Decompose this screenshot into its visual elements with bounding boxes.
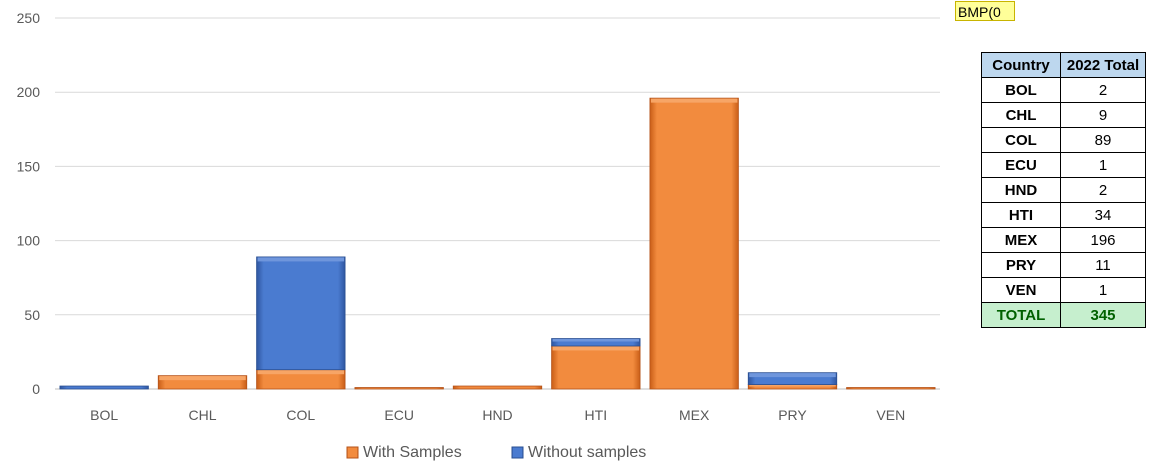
x-tick-label: VEN [876, 407, 905, 423]
row-country: ECU [981, 152, 1061, 178]
row-country: HND [981, 177, 1061, 203]
row-total: 89 [1060, 127, 1146, 153]
y-axis: 0 50 100 150 200 250 [17, 10, 41, 397]
x-axis: BOL CHL COL ECU HND HTI MEX PRY VEN [90, 407, 905, 423]
row-total: 34 [1060, 202, 1146, 228]
y-tick-label: 250 [17, 10, 41, 26]
bar-segment [649, 97, 739, 390]
bar-segment [256, 256, 346, 371]
y-tick-label: 150 [17, 158, 41, 174]
header-country: Country [981, 52, 1061, 78]
table-body: BOL 2 CHL 9 COL 89 ECU 1 HND 2 HTI 34 MEX 196 P… [981, 77, 1146, 328]
bar-highlight [159, 376, 246, 381]
y-tick-label: 200 [17, 84, 41, 100]
x-tick-label: ECU [384, 407, 414, 423]
total-value: 345 [1060, 302, 1146, 328]
row-country: BOL [981, 77, 1061, 103]
row-country: VEN [981, 277, 1061, 303]
gridlines [55, 17, 940, 390]
table-row: COL 89 [981, 127, 1146, 153]
y-tick-label: 100 [17, 233, 41, 249]
row-country: COL [981, 127, 1061, 153]
table-total-row: TOTAL 345 [981, 302, 1146, 328]
total-label: TOTAL [981, 302, 1061, 328]
row-country: CHL [981, 102, 1061, 128]
x-tick-label: COL [286, 407, 315, 423]
table-row: ECU 1 [981, 152, 1146, 178]
table-row: CHL 9 [981, 102, 1146, 128]
bar-segment [846, 387, 936, 390]
x-tick-label: HND [482, 407, 512, 423]
bars [59, 97, 936, 390]
table-row: HTI 34 [981, 202, 1146, 228]
legend-label: Without samples [528, 444, 646, 461]
row-total: 1 [1060, 152, 1146, 178]
table-row: MEX 196 [981, 227, 1146, 253]
legend: With Samples Without samples [346, 444, 646, 461]
table-header-row: Country 2022 Total [981, 52, 1146, 78]
table-row: VEN 1 [981, 277, 1146, 303]
x-tick-label: CHL [188, 407, 216, 423]
bar-segment [551, 338, 641, 347]
header-total: 2022 Total [1060, 52, 1146, 78]
bar-highlight [257, 257, 345, 262]
bar-highlight [257, 370, 345, 375]
cell-tag[interactable]: BMP(0 [955, 1, 1015, 21]
x-tick-label: BOL [90, 407, 118, 423]
bar-highlight [552, 346, 640, 351]
table-row: HND 2 [981, 177, 1146, 203]
legend-swatch [346, 446, 359, 459]
row-country: PRY [981, 252, 1061, 278]
bar-highlight [749, 385, 836, 387]
row-total: 11 [1060, 252, 1146, 278]
row-total: 196 [1060, 227, 1146, 253]
row-country: HTI [981, 202, 1061, 228]
bar-highlight [749, 373, 836, 378]
legend-label: With Samples [363, 444, 462, 461]
country-total-table: Country 2022 Total BOL 2 CHL 9 COL 89 ECU 1 … [981, 52, 1146, 328]
y-tick-label: 0 [32, 381, 40, 397]
bar-segment [59, 385, 149, 390]
row-country: MEX [981, 227, 1061, 253]
x-tick-label: HTI [585, 407, 608, 423]
legend-swatch [511, 446, 524, 459]
table-row: PRY 11 [981, 252, 1146, 278]
x-tick-label: PRY [778, 407, 807, 423]
x-tick-label: MEX [679, 407, 710, 423]
bar-highlight [650, 98, 738, 103]
bar-highlight [552, 339, 640, 342]
y-tick-label: 50 [24, 307, 40, 323]
row-total: 2 [1060, 177, 1146, 203]
bar-segment [551, 345, 641, 390]
row-total: 2 [1060, 77, 1146, 103]
stacked-bar-chart: 0 50 100 150 200 250 BOL CHL COL ECU HND HTI MEX PRY… [17, 10, 940, 461]
bar-segment [354, 387, 444, 390]
row-total: 1 [1060, 277, 1146, 303]
table-row: BOL 2 [981, 77, 1146, 103]
bar-segment [747, 372, 838, 385]
bar-segment [452, 385, 543, 390]
row-total: 9 [1060, 102, 1146, 128]
